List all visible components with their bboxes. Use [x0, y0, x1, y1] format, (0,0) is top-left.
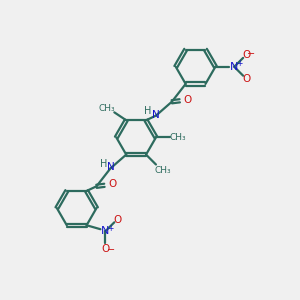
Text: +: + — [236, 59, 242, 68]
Text: CH₃: CH₃ — [154, 166, 171, 175]
Text: O: O — [242, 74, 250, 84]
Text: +: + — [107, 224, 114, 233]
Text: −: − — [247, 49, 255, 59]
Text: H: H — [144, 106, 152, 116]
Text: N: N — [107, 163, 115, 172]
Text: O: O — [113, 215, 122, 225]
Text: O: O — [242, 50, 250, 60]
Text: N: N — [101, 226, 110, 236]
Text: O: O — [101, 244, 110, 254]
Text: H: H — [100, 158, 107, 169]
Text: −: − — [107, 245, 116, 255]
Text: N: N — [152, 110, 160, 120]
Text: O: O — [184, 95, 192, 105]
Text: CH₃: CH₃ — [98, 104, 115, 113]
Text: N: N — [230, 62, 238, 72]
Text: O: O — [108, 179, 116, 189]
Text: CH₃: CH₃ — [169, 133, 186, 142]
